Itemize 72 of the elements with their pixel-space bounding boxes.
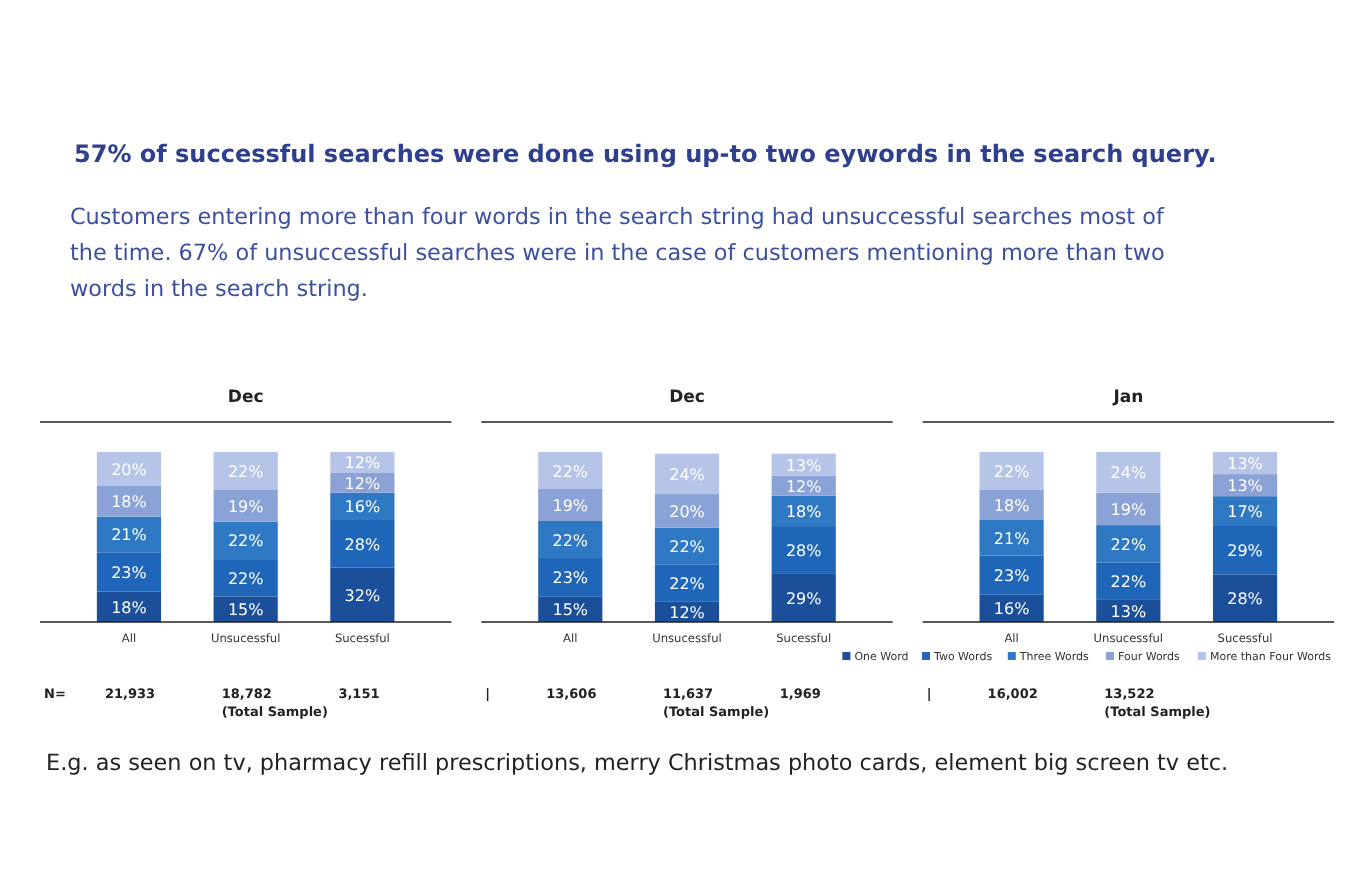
data-label: 21%	[993, 529, 1031, 548]
data-label: 22%	[669, 538, 706, 557]
bar	[654, 453, 720, 495]
data-label: 22%	[227, 462, 265, 481]
data-label: 12%	[785, 477, 823, 496]
data-label: 28%	[1227, 590, 1264, 609]
bar	[771, 573, 836, 622]
data-label: 21%	[111, 526, 148, 545]
bar	[213, 559, 278, 597]
data-label: 20%	[111, 461, 148, 479]
data-label: 24%	[669, 465, 706, 484]
chart-title: Jan	[1111, 388, 1144, 408]
bar	[654, 564, 720, 602]
data-label: 13%	[1227, 477, 1264, 496]
data-label: 13%	[1110, 602, 1147, 621]
data-label: 18%	[111, 598, 148, 617]
bar	[213, 489, 278, 522]
data-label: 15%	[552, 601, 589, 620]
bar	[1096, 452, 1161, 493]
data-label: 22%	[1110, 573, 1147, 592]
data-label: 24%	[1110, 464, 1147, 483]
data-label: 23%	[993, 567, 1031, 586]
chart-title: Dec	[227, 388, 264, 408]
data-label: 22%	[552, 531, 589, 550]
bar	[979, 520, 1044, 556]
bar	[1212, 525, 1278, 575]
bar	[1096, 525, 1161, 563]
data-label: 28%	[344, 535, 381, 554]
bar	[538, 558, 603, 597]
data-label: 18%	[785, 502, 823, 521]
chart-title: Dec	[669, 388, 705, 408]
bar	[330, 567, 395, 622]
data-label: 16%	[344, 498, 381, 517]
data-label: 16%	[993, 600, 1031, 619]
data-label: 22%	[669, 575, 706, 594]
bar	[538, 521, 603, 559]
data-label: 12%	[669, 603, 706, 622]
bar	[330, 520, 395, 568]
data-label: 19%	[552, 497, 589, 516]
data-label: 22%	[552, 462, 589, 481]
data-label: 32%	[344, 586, 381, 605]
data-label: 23%	[552, 569, 589, 588]
data-label: 18%	[993, 496, 1031, 515]
data-label: 20%	[669, 502, 706, 521]
text: E.g. as seen on tv, pharmacy refill prescriptions, merry Christmas photo cards, element big screen tv etc.	[46, 750, 1229, 776]
data-label: 19%	[1110, 500, 1147, 519]
data-label: 22%	[227, 569, 265, 588]
data-label: 28%	[785, 541, 823, 560]
data-label: 17%	[1227, 502, 1264, 521]
data-label: 22%	[993, 462, 1031, 481]
data-label: 13%	[1227, 455, 1264, 474]
data-label: 22%	[227, 532, 265, 551]
data-label: 12%	[344, 454, 381, 473]
data-label: 12%	[344, 474, 381, 493]
data-label: 15%	[227, 601, 265, 620]
text: 57% of successful searches were done using up-to two eywords in the search query.	[74, 140, 1217, 168]
text: Customers entering more than four words in the search string had unsuccessful searches most of the time. 67% of unsuccessful searches were in the case of customers mentioning more than two words in the search string.	[70, 202, 1167, 306]
bar	[96, 552, 162, 592]
bar	[979, 489, 1044, 520]
bar	[654, 527, 720, 565]
bar	[1212, 574, 1278, 622]
data-label: 29%	[1227, 541, 1264, 560]
data-label: 18%	[111, 493, 148, 512]
data-label: 22%	[1110, 535, 1147, 554]
data-label: 13%	[785, 456, 823, 475]
data-label: 23%	[111, 563, 148, 582]
bar	[654, 494, 720, 528]
data-label: 29%	[785, 589, 823, 608]
data-label: 19%	[227, 497, 265, 516]
bar	[979, 555, 1044, 595]
bar	[538, 452, 603, 490]
bar	[771, 526, 836, 574]
